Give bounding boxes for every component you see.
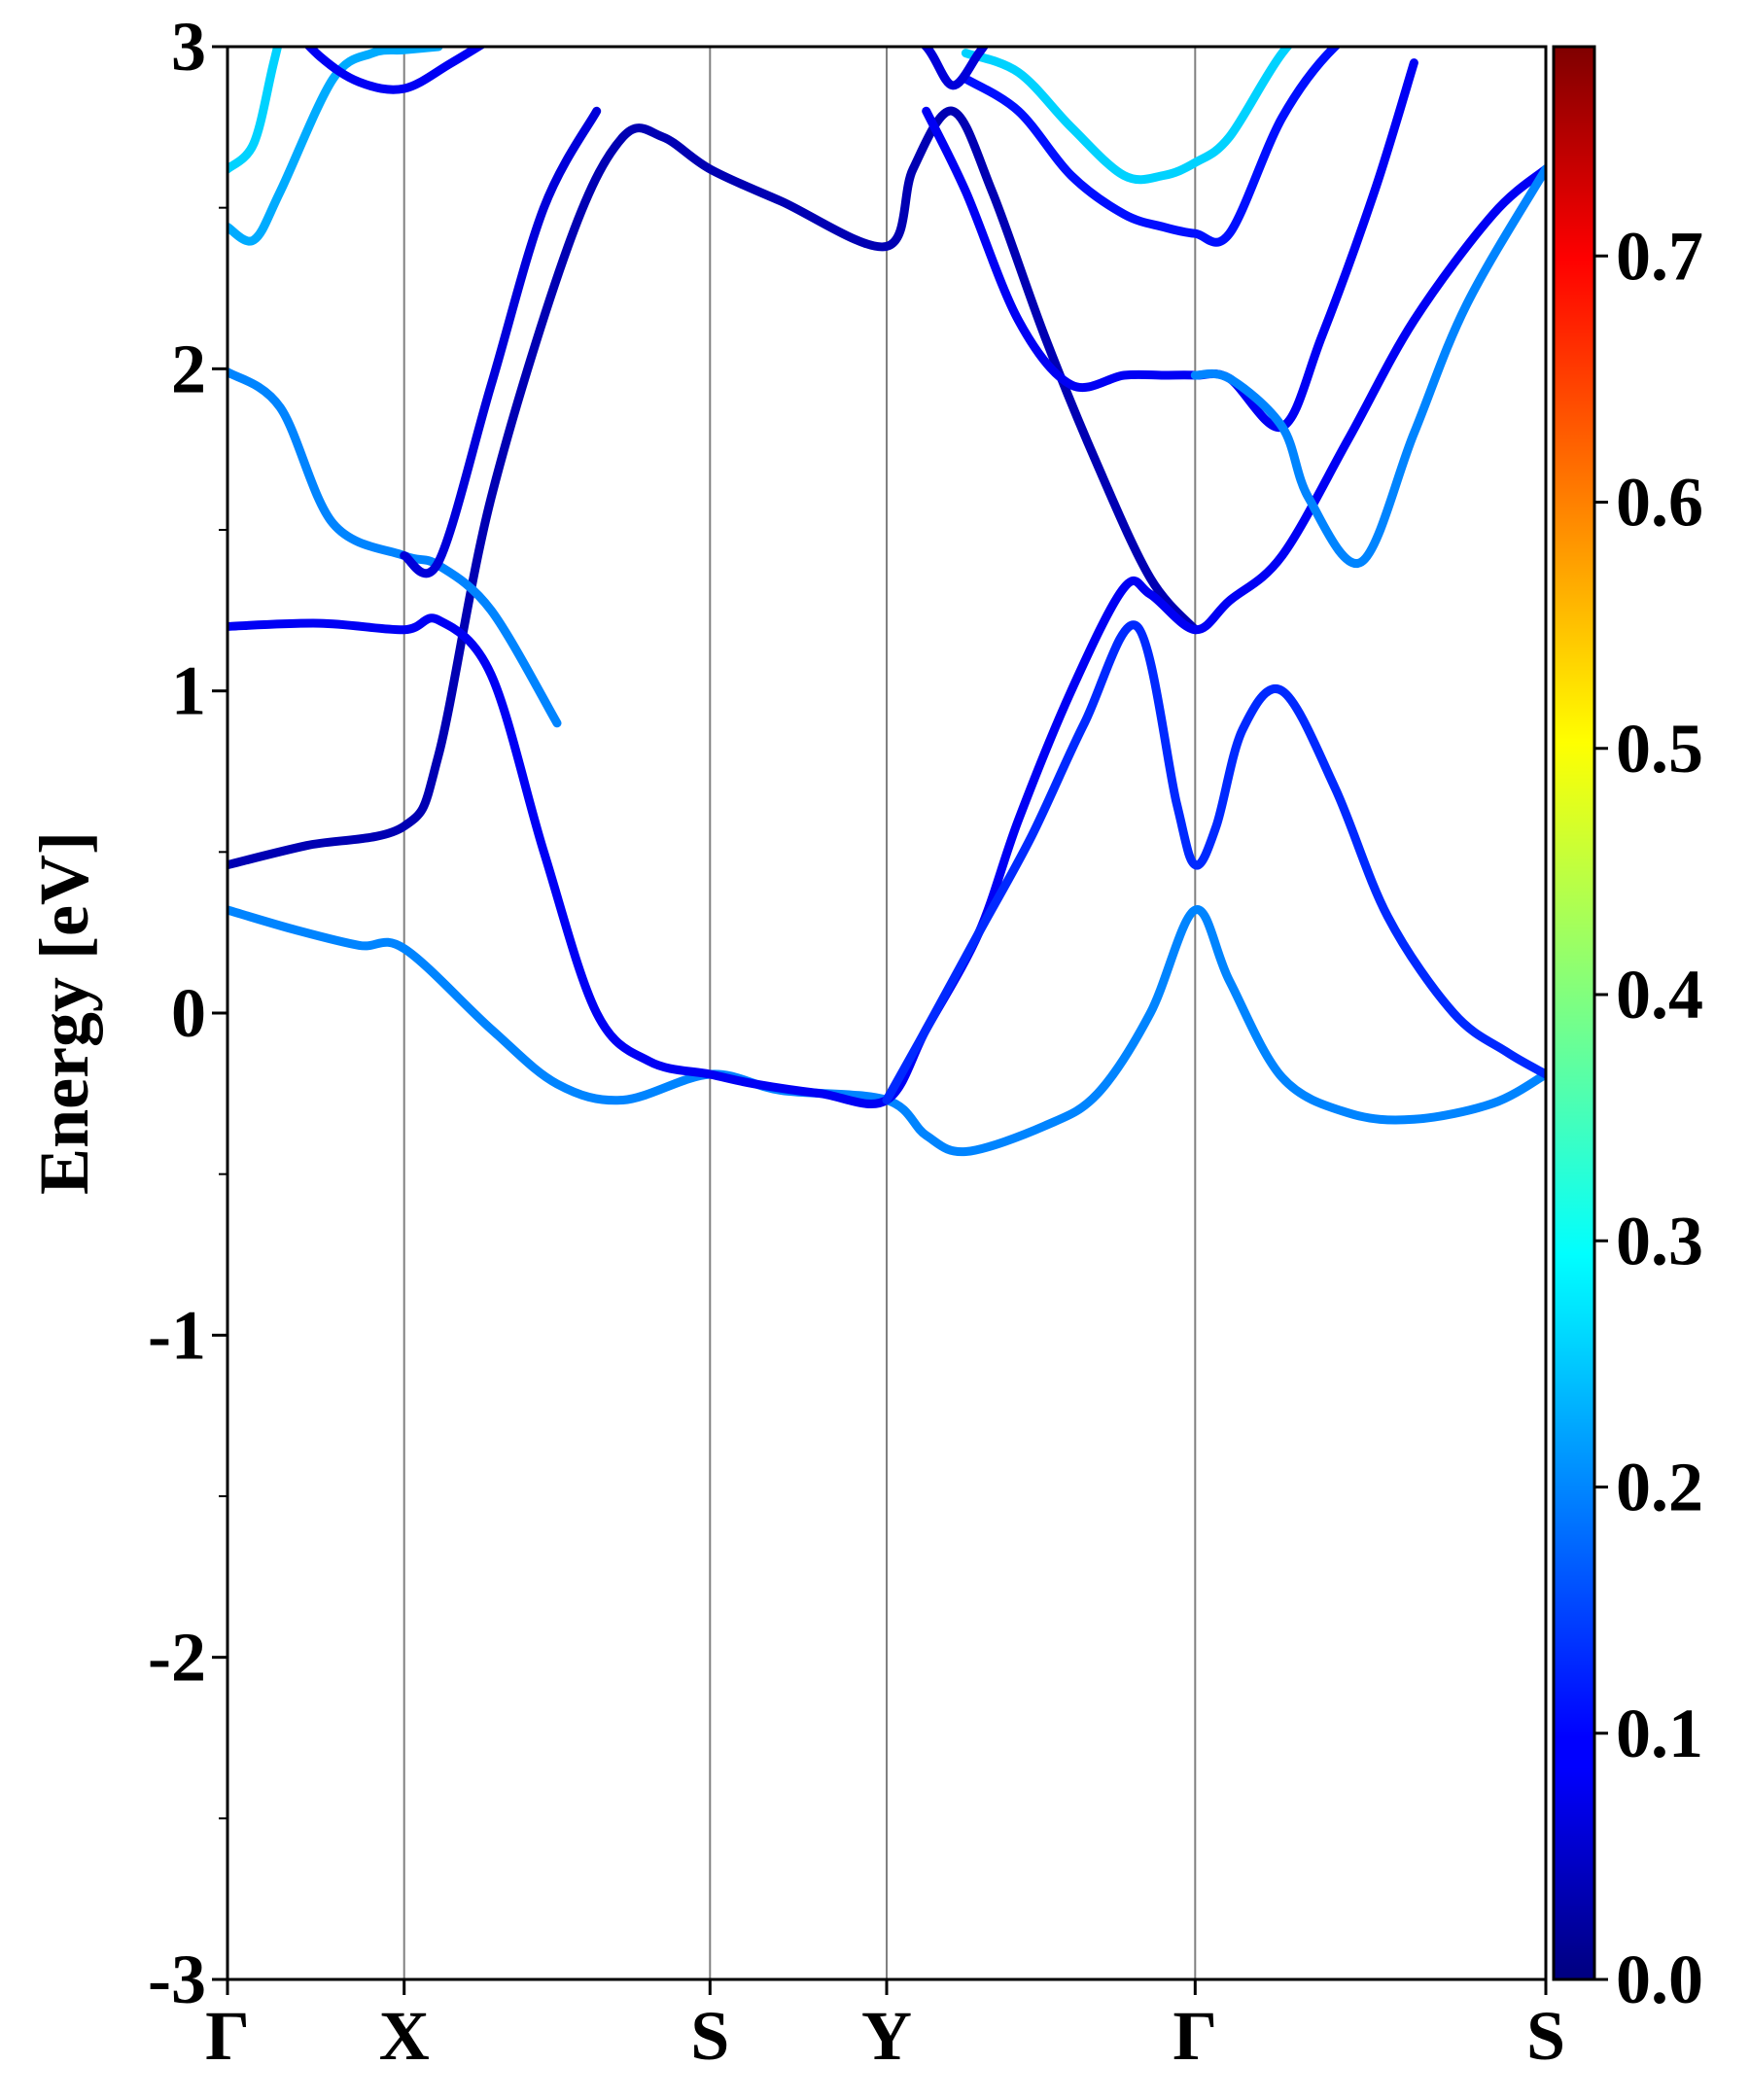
- band-line: [920, 47, 990, 90]
- y-tick-label: 0: [171, 974, 206, 1052]
- band-line: [961, 47, 1294, 185]
- y-tick-label: -3: [148, 1941, 206, 2018]
- band-line: [228, 47, 443, 246]
- x-tick-label: S: [690, 1997, 729, 2075]
- band-line: [303, 47, 487, 94]
- band-line: [922, 58, 1418, 433]
- y-axis-title: Energy [eV]: [25, 831, 103, 1195]
- band-line: [961, 47, 1342, 247]
- colorbar-tick-label: 0.5: [1616, 710, 1703, 788]
- colorbar-tick-label: 0.7: [1616, 217, 1703, 295]
- colorbar-tick-label: 0.3: [1616, 1202, 1703, 1279]
- colorbar-tick-label: 0.0: [1616, 1941, 1703, 2018]
- y-axis: -3 -2 -1 0 1 2 3: [148, 8, 228, 2018]
- x-tick-label: S: [1526, 1997, 1565, 2075]
- y-tick-label: 1: [171, 652, 206, 730]
- x-tick-label: Γ: [205, 1997, 250, 2075]
- x-tick-label: Y: [861, 1997, 912, 2075]
- colorbar-tick-label: 0.4: [1616, 956, 1703, 1033]
- colorbar-tick-label: 0.1: [1616, 1695, 1703, 1772]
- colorbar: 0.0 0.1 0.2 0.3 0.4 0.5 0.6 0.7: [1552, 45, 1703, 2018]
- y-tick-label: -2: [148, 1619, 206, 1697]
- band-line: [228, 47, 283, 174]
- colorbar-gradient: [1552, 45, 1596, 1981]
- x-tick-label: Γ: [1172, 1997, 1217, 2075]
- colorbar-tick-label: 0.6: [1616, 464, 1703, 542]
- colorbar-tick-label: 0.2: [1616, 1449, 1703, 1526]
- y-tick-label: -1: [148, 1296, 206, 1374]
- band-line: [1190, 164, 1546, 568]
- band-line: [228, 905, 1546, 1157]
- high-symmetry-lines: [402, 47, 1197, 1979]
- band-line: [228, 106, 1200, 870]
- colorbar-ticks: 0.0 0.1 0.2 0.3 0.4 0.5 0.6 0.7: [1594, 217, 1703, 2018]
- y-tick-label: 2: [171, 330, 206, 407]
- y-tick-label: 3: [171, 8, 206, 86]
- band-lines: [228, 47, 1546, 1157]
- x-tick-label: X: [379, 1997, 430, 2075]
- band-line: [882, 620, 1546, 1104]
- band-line: [400, 106, 602, 578]
